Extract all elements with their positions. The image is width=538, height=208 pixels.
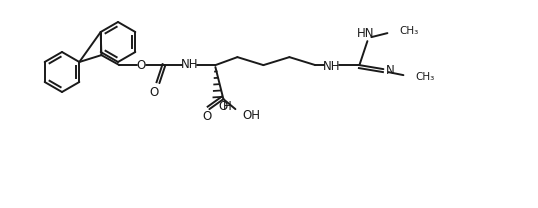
Text: O: O xyxy=(219,100,228,113)
Text: CH₃: CH₃ xyxy=(415,72,435,82)
Text: HN: HN xyxy=(357,27,374,40)
Text: H: H xyxy=(223,100,232,113)
Text: O: O xyxy=(150,86,159,99)
Text: CH₃: CH₃ xyxy=(399,26,419,36)
Text: O: O xyxy=(203,110,212,123)
Text: NH: NH xyxy=(323,60,340,73)
Text: N: N xyxy=(385,64,394,77)
Text: NH: NH xyxy=(181,58,198,71)
Text: O: O xyxy=(137,59,146,72)
Text: OH: OH xyxy=(243,109,260,122)
